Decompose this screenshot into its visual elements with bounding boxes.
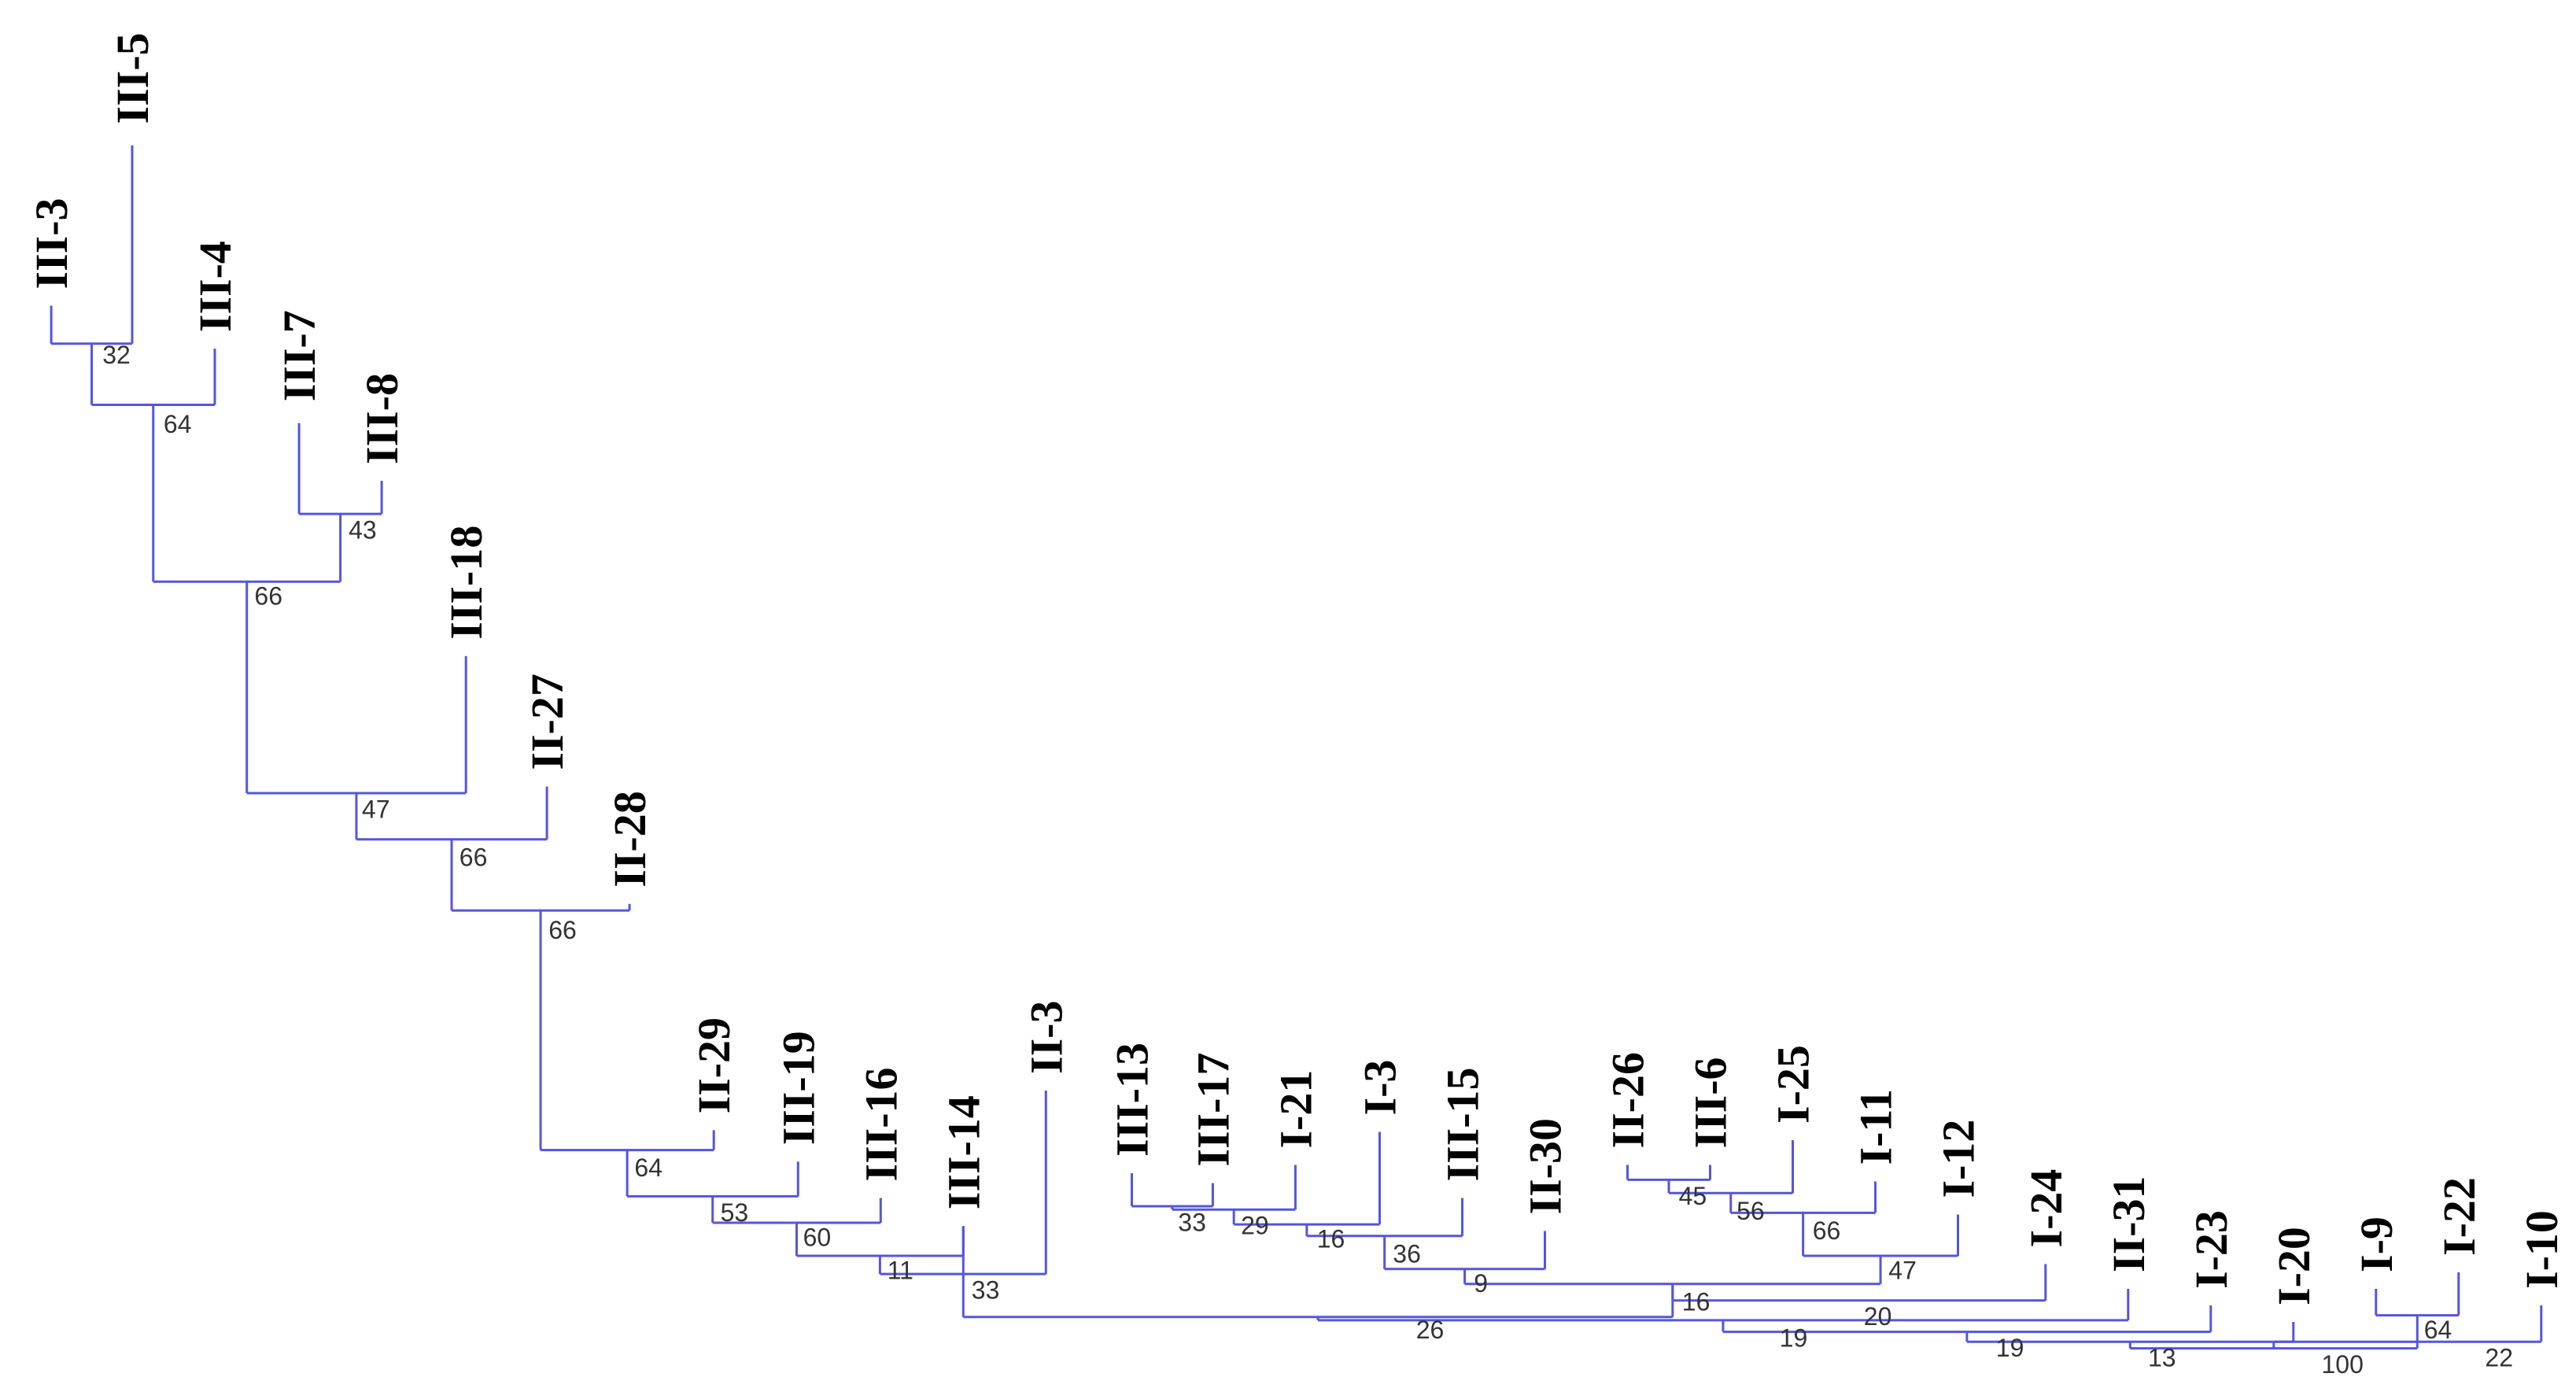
support-value-22: 16: [1682, 1287, 1711, 1316]
leaf-label-i-20: I-20: [2268, 1227, 2320, 1305]
branch-node-8: [539, 910, 715, 1152]
leaf-label-ii-28: II-28: [604, 791, 655, 887]
support-value-6: 66: [459, 843, 488, 871]
leaf-label-ii-3: II-3: [1020, 1001, 1072, 1074]
leaf-label-i-9: I-9: [2351, 1216, 2402, 1272]
support-value-29: 100: [2322, 1350, 2364, 1379]
support-value-18: 45: [1679, 1182, 1707, 1210]
support-value-27: 13: [2148, 1344, 2176, 1372]
support-value-19: 56: [1736, 1197, 1765, 1225]
leaf-label-i-12: I-12: [1933, 1120, 1984, 1198]
support-value-15: 16: [1317, 1225, 1345, 1253]
leaf-label-i-22: I-22: [2434, 1177, 2485, 1256]
support-value-25: 19: [1780, 1324, 1808, 1353]
support-value-14: 29: [1241, 1212, 1269, 1240]
branch-node-30: [2272, 1305, 2543, 1349]
support-value-8: 64: [634, 1154, 662, 1182]
leaf-label-iii-13: III-13: [1107, 1043, 1158, 1157]
support-value-24: 20: [1864, 1302, 1892, 1331]
leaf-label-iii-17: III-17: [1187, 1053, 1238, 1167]
support-value-16: 36: [1393, 1239, 1421, 1268]
support-value-20: 66: [1813, 1216, 1841, 1245]
leaf-label-i-24: I-24: [2021, 1169, 2072, 1248]
leaf-label-i-23: I-23: [2186, 1210, 2237, 1289]
leaf-label-i-3: I-3: [1355, 1060, 1406, 1116]
support-value-2: 64: [164, 410, 192, 438]
support-value-12: 33: [972, 1276, 1000, 1305]
leaf-label-i-25: I-25: [1768, 1045, 1819, 1124]
branch-node-14: [1171, 1165, 1297, 1211]
support-value-11: 11: [888, 1256, 913, 1284]
support-value-4: 66: [254, 582, 282, 611]
leaf-label-iii-5: III-5: [107, 32, 158, 124]
leaf-label-iii-14: III-14: [938, 1095, 989, 1209]
support-value-9: 53: [721, 1198, 749, 1227]
branch-node-5: [245, 581, 467, 795]
branch-node-18: [1626, 1165, 1711, 1181]
leaf-label-ii-30: II-30: [1520, 1118, 1571, 1214]
leaf-label-iii-4: III-4: [190, 241, 241, 332]
branch-node-28: [2375, 1272, 2460, 1317]
support-value-21: 47: [1888, 1256, 1917, 1284]
leaf-label-iii-16: III-16: [855, 1067, 906, 1181]
leaf-label-i-11: I-11: [1851, 1089, 1902, 1165]
leaf-label-iii-8: III-8: [356, 373, 408, 464]
support-value-30: 22: [2485, 1344, 2513, 1372]
leaf-label-i-10: I-10: [2516, 1210, 2567, 1289]
leaf-label-ii-26: II-26: [1603, 1052, 1654, 1148]
branch-node-24: [1671, 1264, 2047, 1302]
leaf-label-ii-27: II-27: [522, 674, 573, 770]
support-value-1: 32: [102, 341, 131, 369]
support-value-26: 19: [1996, 1334, 2024, 1362]
support-value-23: 26: [1416, 1316, 1445, 1344]
leaf-label-iii-15: III-15: [1437, 1067, 1489, 1181]
leaf-label-ii-29: II-29: [688, 1017, 740, 1113]
branch-node-13: [1131, 1173, 1214, 1208]
support-value-5: 47: [362, 796, 390, 824]
leaf-label-iii-3: III-3: [26, 197, 77, 289]
leaf-label-iii-19: III-19: [773, 1031, 824, 1145]
support-value-10: 60: [803, 1223, 832, 1251]
support-value-7: 66: [548, 916, 577, 944]
leaf-label-iii-7: III-7: [274, 310, 325, 401]
leaf-label-i-21: I-21: [1270, 1070, 1321, 1149]
leaf-label-iii-18: III-18: [441, 526, 492, 640]
support-value-13: 33: [1178, 1209, 1206, 1237]
support-value-3: 43: [349, 516, 377, 544]
support-value-28: 64: [2424, 1316, 2452, 1344]
leaf-label-iii-6: III-6: [1685, 1057, 1736, 1148]
support-value-17: 9: [1474, 1269, 1488, 1298]
leaf-label-ii-31: II-31: [2103, 1176, 2154, 1272]
